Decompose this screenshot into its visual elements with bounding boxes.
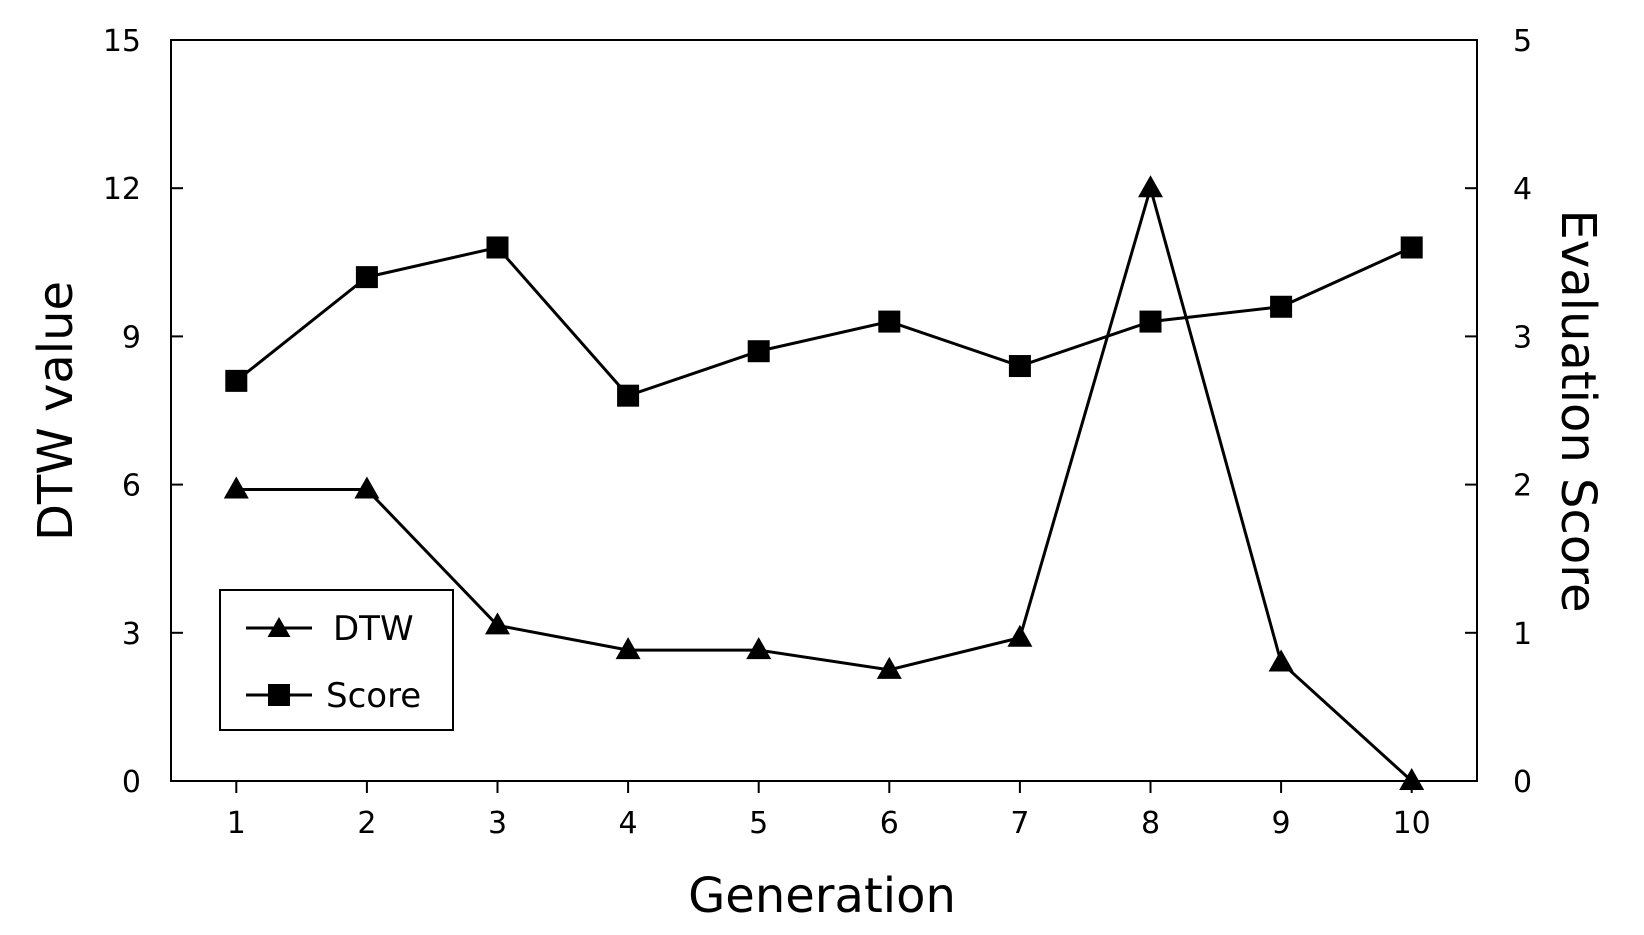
left-y-axis: 0 3 6 9 12 15 — [103, 24, 183, 800]
x-tick-label: 1 — [227, 806, 246, 841]
series-dtw-line — [236, 182, 1413, 783]
x-tick-label: 9 — [1272, 806, 1291, 841]
x-tick-label: 3 — [488, 806, 507, 841]
score-point — [355, 266, 378, 289]
left-y-axis-title: DTW value — [28, 281, 84, 541]
x-tick-label: 2 — [357, 806, 376, 841]
right-y-tick-label: 5 — [1513, 24, 1532, 59]
right-y-axis: 0 1 2 3 4 5 — [1465, 24, 1532, 800]
plot-area-border — [170, 39, 1478, 782]
series-dtw — [223, 175, 1425, 790]
dtw-point — [1268, 649, 1294, 672]
legend: DTW Score — [219, 589, 454, 731]
legend-box — [219, 589, 454, 731]
score-point — [1400, 236, 1423, 259]
dtw-point — [1399, 768, 1425, 790]
left-y-tick-label: 12 — [103, 172, 141, 207]
legend-entry-score: Score — [246, 676, 421, 716]
series-layer — [223, 175, 1425, 790]
score-point — [617, 384, 640, 407]
x-tick-label: 6 — [880, 806, 899, 841]
score-point — [225, 369, 248, 392]
series-score-line — [235, 245, 1413, 398]
plot-frame — [170, 39, 1478, 782]
x-tick-label: 8 — [1141, 806, 1160, 841]
right-y-tick-label: 1 — [1513, 617, 1532, 652]
dtw-point — [485, 612, 510, 635]
score-point — [747, 340, 770, 363]
right-y-axis-title: Evaluation Score — [1550, 210, 1606, 613]
x-tick-label: 7 — [1010, 806, 1029, 841]
left-y-tick-label: 0 — [122, 765, 141, 800]
dtw-point — [876, 656, 902, 679]
dtw-point — [223, 476, 249, 499]
score-point — [1270, 295, 1293, 318]
x-tick-label: 10 — [1393, 806, 1431, 841]
left-y-tick-label: 9 — [122, 320, 141, 355]
dtw-point — [1007, 624, 1033, 647]
series-score — [225, 236, 1423, 407]
left-y-tick-label: 6 — [122, 469, 141, 504]
score-point — [486, 236, 509, 259]
legend-entry-dtw: DTW — [246, 609, 414, 649]
right-y-tick-label: 3 — [1513, 320, 1532, 355]
score-point — [1008, 355, 1031, 378]
legend-dtw-marker — [267, 617, 291, 637]
right-y-tick-label: 4 — [1513, 172, 1532, 207]
x-axis-title: Generation — [688, 868, 956, 924]
dtw-point — [1138, 175, 1163, 198]
dtw-point — [746, 637, 772, 660]
right-y-tick-label: 2 — [1513, 469, 1532, 504]
x-axis: 1 2 3 4 5 6 7 8 9 10 — [227, 781, 1431, 841]
score-point — [1139, 310, 1162, 333]
left-y-tick-label: 15 — [103, 24, 141, 59]
left-y-tick-label: 3 — [122, 617, 141, 652]
right-y-tick-label: 0 — [1513, 765, 1532, 800]
legend-dtw-label: DTW — [333, 609, 414, 649]
legend-score-marker — [268, 684, 290, 706]
dtw-point — [615, 637, 641, 660]
legend-score-label: Score — [326, 676, 421, 716]
score-point — [878, 310, 901, 333]
dtw-point — [354, 476, 380, 499]
x-tick-label: 4 — [619, 806, 638, 841]
x-tick-label: 5 — [749, 806, 768, 841]
